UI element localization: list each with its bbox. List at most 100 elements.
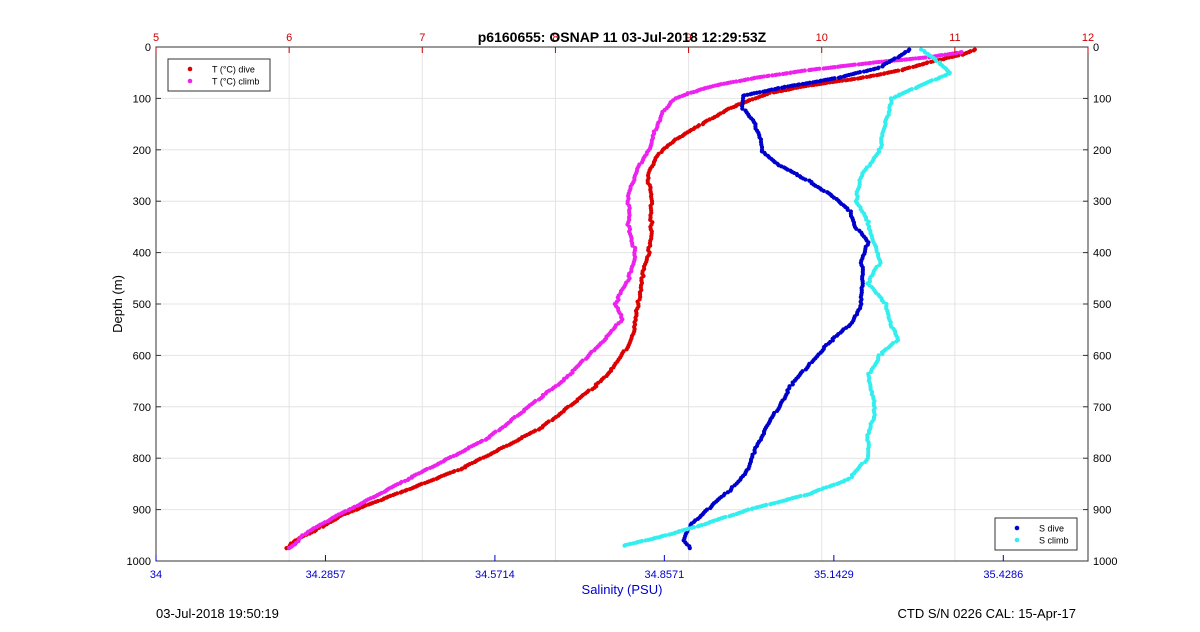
t-c-climb-point [942, 52, 948, 57]
legend-temperature-marker [187, 78, 193, 84]
y-tick-label-right: 900 [1093, 505, 1111, 517]
legend-temperature-label: T (°C) climb [212, 77, 259, 87]
s-climb-point [934, 58, 939, 64]
t-c-climb-point [689, 90, 694, 95]
x-bottom-tick-label: 34.2857 [306, 569, 346, 581]
s-dive-point [803, 367, 809, 372]
x-bottom-tick-label: 34 [150, 569, 162, 581]
t-c-climb-point [835, 64, 841, 69]
x-bottom-tick-label: 35.4286 [983, 569, 1023, 581]
s-climb-point [622, 543, 627, 548]
legend-salinity-box [994, 517, 1078, 551]
t-c-dive-point [928, 59, 934, 64]
t-c-climb-point [770, 73, 775, 78]
y-tick-label-left: 600 [133, 350, 151, 362]
t-c-climb-point [428, 465, 433, 471]
t-c-dive-point [881, 71, 887, 76]
legend-salinity-label: S dive [1039, 524, 1064, 534]
s-dive-point [800, 81, 805, 87]
t-c-climb-point [515, 413, 520, 418]
t-c-dive-point [398, 490, 403, 495]
t-c-dive-point [900, 68, 905, 73]
footer-calibration: CTD S/N 0226 CAL: 15-Apr-17 [897, 606, 1076, 621]
t-c-dive-point [481, 455, 486, 460]
y-tick-label-right: 600 [1093, 350, 1111, 362]
x-top-tick-label: 11 [949, 32, 960, 44]
legend-temperature-label: T (°C) dive [212, 65, 255, 75]
s-climb-point [849, 474, 855, 479]
s-dive-point [725, 490, 730, 495]
s-dive-point [795, 82, 800, 87]
s-dive-point [818, 79, 823, 84]
t-c-climb-point [749, 76, 754, 81]
s-dive-point [811, 80, 816, 85]
s-dive-point [861, 69, 867, 74]
t-c-dive-point [455, 468, 461, 473]
y-tick-label-right: 800 [1093, 453, 1111, 465]
s-climb-point [835, 481, 840, 486]
x-axis-label-salinity: Salinity (PSU) [582, 582, 663, 597]
y-tick-label-right: 500 [1093, 299, 1111, 311]
t-c-dive-point [864, 74, 869, 80]
t-c-climb-point [821, 66, 826, 71]
y-tick-label-left: 300 [133, 196, 151, 208]
s-climb-point [894, 339, 899, 344]
s-climb-point [933, 77, 938, 82]
t-c-climb-point [346, 508, 351, 513]
t-c-climb-point [958, 50, 963, 55]
t-c-climb-point [856, 62, 861, 67]
y-tick-label-left: 1000 [127, 556, 151, 568]
legend-salinity-label: S climb [1039, 536, 1069, 546]
data-points [284, 47, 977, 551]
t-c-climb-point [584, 356, 589, 361]
x-top-tick-label: 6 [286, 32, 292, 44]
s-climb-point [753, 505, 758, 510]
legend-temperature-box [167, 58, 271, 92]
legend-temperature-marker [187, 66, 193, 72]
t-c-dive-point [550, 417, 555, 423]
t-c-dive-point [855, 76, 861, 81]
t-c-climb-point [737, 78, 742, 84]
s-dive-point [775, 408, 780, 414]
s-dive-point [854, 226, 859, 231]
t-c-dive-point [624, 347, 629, 352]
legend-salinity-marker [1014, 537, 1020, 543]
t-c-dive-point [568, 403, 574, 408]
t-c-climb-point [536, 397, 542, 402]
y-tick-label-right: 1000 [1093, 556, 1117, 568]
s-climb-point [863, 459, 868, 465]
s-climb-point [877, 262, 882, 268]
x-bottom-tick-label: 34.8571 [644, 569, 684, 581]
t-c-dive-point [700, 122, 706, 127]
s-dive-point [772, 87, 778, 92]
y-tick-label-right: 200 [1093, 145, 1111, 157]
axes: 0 0 100 100 200 200 300 300 400 400 500 500 600 600 70… [127, 32, 1118, 581]
t-c-climb-point [788, 70, 793, 76]
x-top-tick-label: 5 [153, 32, 159, 44]
s-climb-point [695, 524, 701, 529]
legend-salinity-marker [1014, 525, 1020, 531]
t-c-dive-point [874, 73, 880, 78]
s-dive-point [841, 74, 846, 79]
t-c-dive-point [843, 78, 848, 83]
s-climb-point [749, 506, 755, 512]
t-c-climb-point [402, 478, 408, 484]
y-tick-label-right: 0 [1093, 42, 1099, 54]
s-dive-point [821, 188, 826, 194]
x-top-tick-label: 7 [419, 32, 425, 44]
s-climb-point [880, 351, 885, 356]
t-c-climb-point [907, 57, 912, 62]
t-c-climb-point [916, 56, 921, 61]
x-bottom-tick-label: 34.5714 [475, 569, 515, 581]
s-dive-point [785, 84, 791, 89]
t-c-climb-point [630, 243, 635, 248]
s-climb-point [768, 502, 773, 507]
s-dive-point [896, 55, 901, 60]
x-top-tick-label: 12 [1082, 32, 1094, 44]
x-top-tick-label: 9 [686, 32, 692, 44]
t-c-dive-point [779, 88, 784, 94]
chart-title: p6160655: OSNAP 11 03-Jul-2018 12:29:53Z [478, 29, 767, 45]
footer-timestamp: 03-Jul-2018 19:50:19 [156, 606, 279, 621]
legends: T (°C) dive T (°C) climb S dive S climb [167, 58, 1078, 551]
